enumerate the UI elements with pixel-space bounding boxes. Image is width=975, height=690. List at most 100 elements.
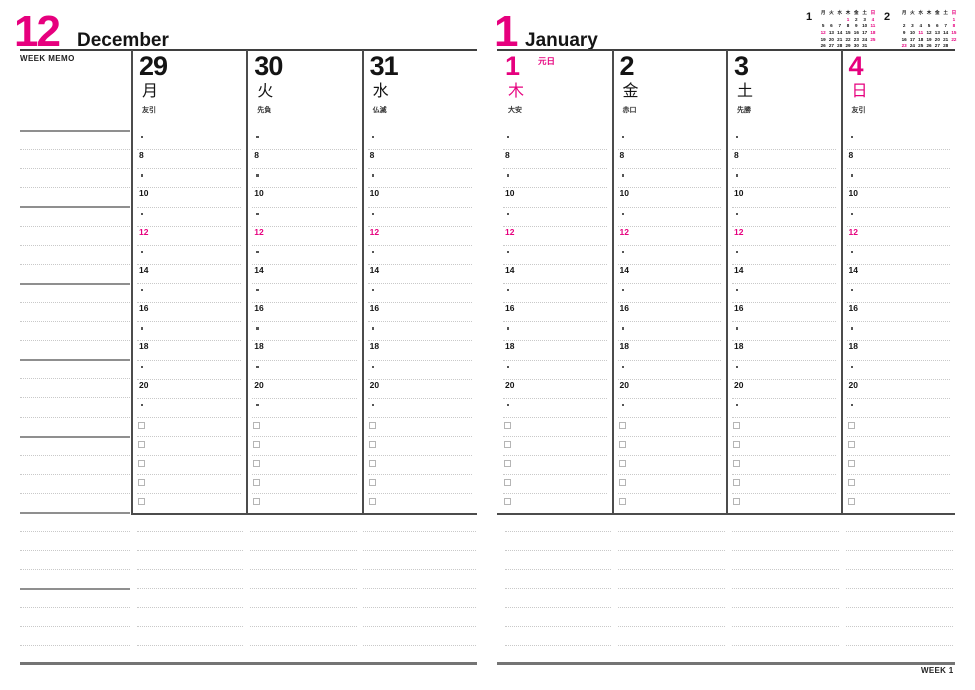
todo-checkbox[interactable]	[733, 498, 740, 506]
hour-label-20: 20	[139, 379, 149, 390]
time-row-line	[732, 244, 836, 246]
notes-line	[732, 588, 839, 589]
todo-checkbox[interactable]	[847, 441, 855, 449]
todo-checkbox[interactable]	[733, 479, 740, 487]
todo-checkbox[interactable]	[618, 479, 626, 487]
todo-checkbox[interactable]	[504, 460, 511, 468]
todo-row-line	[367, 436, 472, 438]
todo-checkbox[interactable]	[253, 421, 261, 429]
time-row-line	[252, 378, 357, 380]
time-row-line	[137, 416, 242, 418]
todo-checkbox[interactable]	[504, 498, 511, 506]
todo-checkbox[interactable]	[368, 479, 376, 487]
mini-calendar-day	[925, 17, 933, 24]
mini-calendar-dow: 日	[870, 10, 876, 15]
mini-calendar-day: 24	[862, 36, 868, 42]
hour-label-8: 8	[139, 150, 144, 161]
todo-checkbox[interactable]	[368, 460, 376, 468]
notes-line	[137, 607, 243, 608]
hour-label-12: 12	[369, 226, 380, 237]
hour-label-14: 14	[619, 264, 629, 275]
mini-calendar-day: 27	[828, 43, 834, 49]
left-month-name: December	[77, 30, 169, 51]
todo-checkbox[interactable]	[504, 421, 511, 429]
todo-checkbox[interactable]	[253, 441, 261, 449]
hour-label-20: 20	[734, 379, 744, 390]
mini-calendar-day: 12	[926, 30, 932, 36]
todo-checkbox[interactable]	[847, 498, 855, 506]
todo-checkbox[interactable]	[618, 421, 626, 429]
day-column-29-rokuyou: 友引	[142, 107, 156, 114]
time-row-line	[846, 302, 950, 304]
todo-checkbox[interactable]	[847, 460, 855, 468]
time-row-line	[617, 244, 721, 246]
day-column-29-number: 29	[139, 51, 168, 81]
hour-tick	[371, 289, 374, 292]
hour-tick	[621, 136, 624, 139]
todo-checkbox[interactable]	[368, 421, 376, 429]
todo-checkbox[interactable]	[618, 460, 626, 468]
todo-checkbox[interactable]	[253, 479, 261, 487]
todo-checkbox[interactable]	[618, 498, 626, 506]
time-row-line	[617, 225, 721, 227]
mini-calendar-day	[933, 17, 941, 24]
mini-calendar-day: 2	[902, 23, 906, 29]
day-column-3-rokuyou: 先勝	[737, 107, 751, 114]
day-column-31-rokuyou: 仏滅	[372, 107, 387, 114]
todo-checkbox[interactable]	[138, 460, 145, 468]
todo-checkbox[interactable]	[847, 479, 855, 487]
time-row-line	[252, 321, 357, 323]
hour-tick	[507, 136, 510, 139]
todo-row-line	[732, 493, 836, 495]
hour-label-16: 16	[848, 303, 858, 314]
todo-checkbox[interactable]	[368, 498, 376, 506]
hour-tick	[621, 289, 624, 292]
todo-checkbox[interactable]	[733, 441, 740, 449]
todo-checkbox[interactable]	[504, 479, 511, 487]
time-row-line	[846, 263, 950, 265]
hour-label-8: 8	[619, 150, 625, 161]
todo-checkbox[interactable]	[253, 498, 261, 506]
todo-checkbox[interactable]	[847, 421, 855, 429]
todo-checkbox[interactable]	[733, 460, 740, 468]
time-row-line	[252, 206, 357, 208]
todo-row-line	[367, 455, 472, 457]
time-row-line	[137, 168, 242, 170]
time-row-line	[252, 225, 357, 227]
hour-tick	[850, 174, 853, 177]
todo-checkbox[interactable]	[253, 460, 261, 468]
todo-checkbox[interactable]	[733, 421, 740, 429]
left-header-rule	[20, 49, 477, 51]
todo-row-line	[846, 493, 950, 495]
time-row-line	[846, 149, 950, 151]
todo-checkbox[interactable]	[138, 441, 145, 449]
time-row-line	[617, 378, 721, 380]
hour-tick	[256, 212, 259, 215]
time-row-line	[252, 302, 357, 304]
notes-line	[505, 531, 611, 532]
time-row-line	[367, 225, 472, 227]
hour-label-10: 10	[139, 188, 149, 199]
todo-checkbox[interactable]	[368, 441, 376, 449]
time-row-line	[846, 359, 950, 361]
time-row-line	[137, 283, 242, 285]
todo-checkbox[interactable]	[618, 441, 626, 449]
todo-checkbox[interactable]	[138, 498, 145, 506]
time-row-line	[732, 378, 836, 380]
hour-tick	[141, 403, 144, 407]
mini-calendar-day: 26	[926, 43, 932, 49]
time-row-line	[732, 416, 836, 418]
week-memo-label: WEEK MEMO	[20, 54, 75, 63]
todo-checkbox[interactable]	[138, 421, 145, 429]
todo-checkbox[interactable]	[504, 441, 511, 449]
time-row-line	[732, 321, 836, 323]
hour-label-12: 12	[254, 226, 264, 237]
memo-line	[20, 263, 130, 265]
hour-tick	[256, 403, 259, 407]
memo-line	[20, 340, 130, 342]
hour-label-16: 16	[139, 303, 149, 314]
todo-row-line	[137, 474, 242, 476]
todo-checkbox[interactable]	[138, 479, 145, 487]
mini-calendar-day: 12	[820, 30, 826, 36]
hour-label-14: 14	[734, 264, 744, 275]
